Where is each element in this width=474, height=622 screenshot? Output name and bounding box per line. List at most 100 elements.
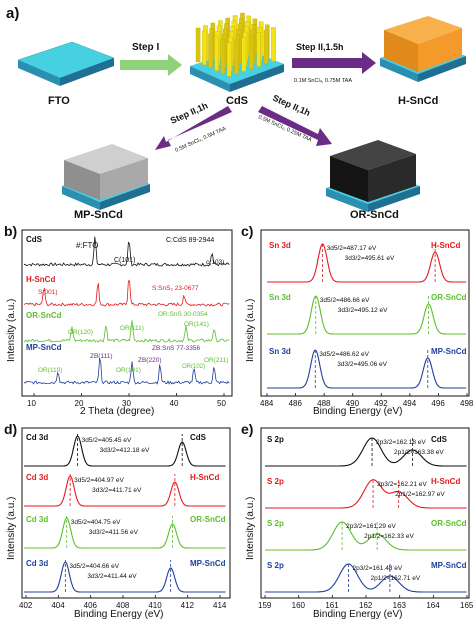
sn2p-xtick-label: 165 — [460, 601, 474, 610]
xps-d-peak2-label: 3d3/2=411.71 eV — [92, 487, 142, 494]
xps-d-tag: Cd 3d — [26, 433, 48, 442]
xps-e-peak2-label: 2p1/2=163.38 eV — [394, 449, 444, 456]
xps-d-trace — [24, 475, 226, 507]
cd3d-xtick-label: 404 — [51, 601, 65, 610]
xrd-plot-frame — [21, 229, 233, 397]
panel-b-label: b) — [4, 223, 17, 239]
sn3d-xtick-label: 492 — [374, 399, 388, 408]
cd3d-xtick-label: 412 — [181, 601, 195, 610]
xrd-trace — [23, 320, 230, 343]
mpsncd-label: MP-SnCd — [74, 209, 123, 220]
xps-e-trace — [265, 479, 467, 509]
cd3d-xtick-label: 406 — [84, 601, 98, 610]
xps-c-peak1-label: 3d5/2=487.17 eV — [327, 245, 377, 252]
step1-label: Step I — [132, 42, 159, 53]
xrd-xlabel: 2 Theta (degree) — [80, 406, 154, 417]
xps-c-peak1-label: 3d5/2=486.66 eV — [320, 297, 370, 304]
xps-c-peak2-label: 3d3/2=495.12 eV — [338, 307, 388, 314]
xps-c-series-name: OR-SnCd — [431, 293, 467, 302]
xps-e-peak1-label: 2p3/2=161.48 eV — [352, 565, 402, 572]
cd3d-xlabel: Binding Energy (eV) — [74, 609, 164, 620]
xps-c-tag: Sn 3d — [269, 241, 291, 250]
panel-c-label: c) — [241, 223, 253, 239]
cds-nanorod-array — [190, 12, 284, 92]
hsncd-structure — [380, 16, 466, 82]
cd3d-plot-frame — [21, 427, 231, 599]
xrd-mpsncd-tag: MP-SnCd — [26, 343, 62, 352]
cd3d-xtick-label: 414 — [213, 601, 227, 610]
schematic-panel-a: a) FTO Step I CdS Step II,1.5h 0.1M SnCl… — [6, 5, 466, 220]
xps-e-peak1-label: 2p3/2=161.29 eV — [346, 523, 396, 530]
xrd-trace — [23, 236, 230, 267]
xps-c-tag: Sn 3d — [269, 347, 291, 356]
xps-e-peak1-label: 2p3/2=162.18 eV — [376, 439, 426, 446]
sn2p-xtick-label: 161 — [325, 601, 339, 610]
xrd-orsncd-tag: OR-SnCd — [26, 311, 62, 320]
fto-label: FTO — [48, 95, 70, 107]
step2-h-conditions: 0.1M SnCl₄, 0.75M TAA — [294, 78, 352, 84]
xps-e-series-name: MP-SnCd — [431, 561, 467, 570]
sn3d-xtick-label: 498 — [460, 399, 474, 408]
xrd-c101: C(101) — [114, 257, 135, 264]
xps-c-peak2-label: 3d3/2=495.61 eV — [345, 255, 395, 262]
xps-c-trace — [267, 295, 467, 335]
sn2p-xtick-label: 162 — [359, 601, 373, 610]
xps-d-series-name: OR-SnCd — [190, 515, 226, 524]
sn2p-xtick-label: 163 — [393, 601, 407, 610]
sn2p-xtick-label: 164 — [426, 601, 440, 610]
step2-h-arrow — [292, 52, 376, 74]
xps-d-peak1-label: 3d5/2=404.97 eV — [74, 477, 124, 484]
cd3d-xtick-label: 410 — [148, 601, 162, 610]
s2p-ylabel: Intensity (a.u.) — [245, 497, 256, 560]
cd3d-xtick-label: 402 — [19, 601, 33, 610]
step2-mp-conditions: 0.5M SnCl₄, 0.5M TAA — [174, 126, 227, 154]
xrd-or211: OR(211) — [204, 357, 228, 364]
xps-e-series-name: CdS — [431, 435, 448, 444]
xrd-zb-ref: ZB:SnS 77-3356 — [152, 345, 200, 352]
xrd-hsncd-tag: H-SnCd — [26, 275, 55, 284]
sn3d-xtick-label: 486 — [289, 399, 303, 408]
xrd-s001: S(001) — [38, 289, 58, 296]
xps-c-trace — [267, 243, 467, 283]
xrd-cds-tag: CdS — [26, 235, 43, 244]
xps-d-tag: Cd 3d — [26, 559, 48, 568]
xps-d-tag: Cd 3d — [26, 515, 48, 524]
sn3d-ylabel: Intensity (a.u.) — [245, 299, 256, 362]
orsncd-structure — [326, 140, 420, 212]
sn3d-xtick-label: 494 — [403, 399, 417, 408]
s2p-plot-frame — [260, 427, 470, 599]
xps-c-trace — [267, 349, 467, 389]
xps-d-peak1-label: 3d5/2=405.45 eV — [82, 437, 132, 444]
sn3d-xlabel: Binding Energy (eV) — [313, 406, 403, 417]
sn3d-xtick-label: 488 — [317, 399, 331, 408]
xps-e-trace — [265, 563, 467, 593]
xrd-trace — [23, 280, 230, 307]
xrd-xtick-label: 10 — [27, 399, 36, 408]
xrd-sns2-ref: S:SnS₂ 23-0677 — [152, 285, 199, 292]
xps-e-series-name: OR-SnCd — [431, 519, 467, 528]
xrd-or101: OR(101) — [116, 367, 141, 374]
xps-e-series-name: H-SnCd — [431, 477, 460, 486]
xrd-fto-note: #:FTO — [76, 241, 99, 250]
panel-a-label: a) — [6, 5, 19, 22]
xrd-or120: OR(120) — [68, 329, 93, 336]
xps-d-peak1-label: 3d5/2=404.75 eV — [71, 519, 121, 526]
hsncd-label: H-SnCd — [398, 95, 438, 107]
xps-c-peak1-label: 3d5/2=486.62 eV — [319, 351, 369, 358]
xps-e-peak1-label: 2p3/2=162.21 eV — [377, 481, 427, 488]
xps-e-tag: S 2p — [267, 477, 284, 486]
xps-e-tag: S 2p — [267, 435, 284, 444]
xrd-or141: OR(141) — [184, 321, 209, 328]
xps-c-peak2-label: 3d3/2=495.06 eV — [337, 361, 387, 368]
xps-d-peak2-label: 3d3/2=411.56 eV — [89, 529, 139, 536]
sn3d-plot-frame — [260, 229, 470, 397]
xps-sn3d-panel-c: c) Sn 3d H-SnCd 3d5/2=487.17 eV 3d3/2=495.6… — [241, 223, 474, 417]
s2p-xlabel: Binding Energy (eV) — [313, 609, 403, 620]
xps-d-peak1-label: 3d5/2=404.66 eV — [69, 563, 119, 570]
xrd-trace — [23, 358, 230, 385]
xps-e-peak2-label: 2p1/2=162.33 eV — [364, 533, 414, 540]
sn2p-xtick-label: 160 — [292, 601, 306, 610]
xps-e-tag: S 2p — [267, 561, 284, 570]
xrd-or110: OR(110) — [38, 367, 62, 374]
xrd-zb220: ZB(220) — [138, 357, 161, 364]
